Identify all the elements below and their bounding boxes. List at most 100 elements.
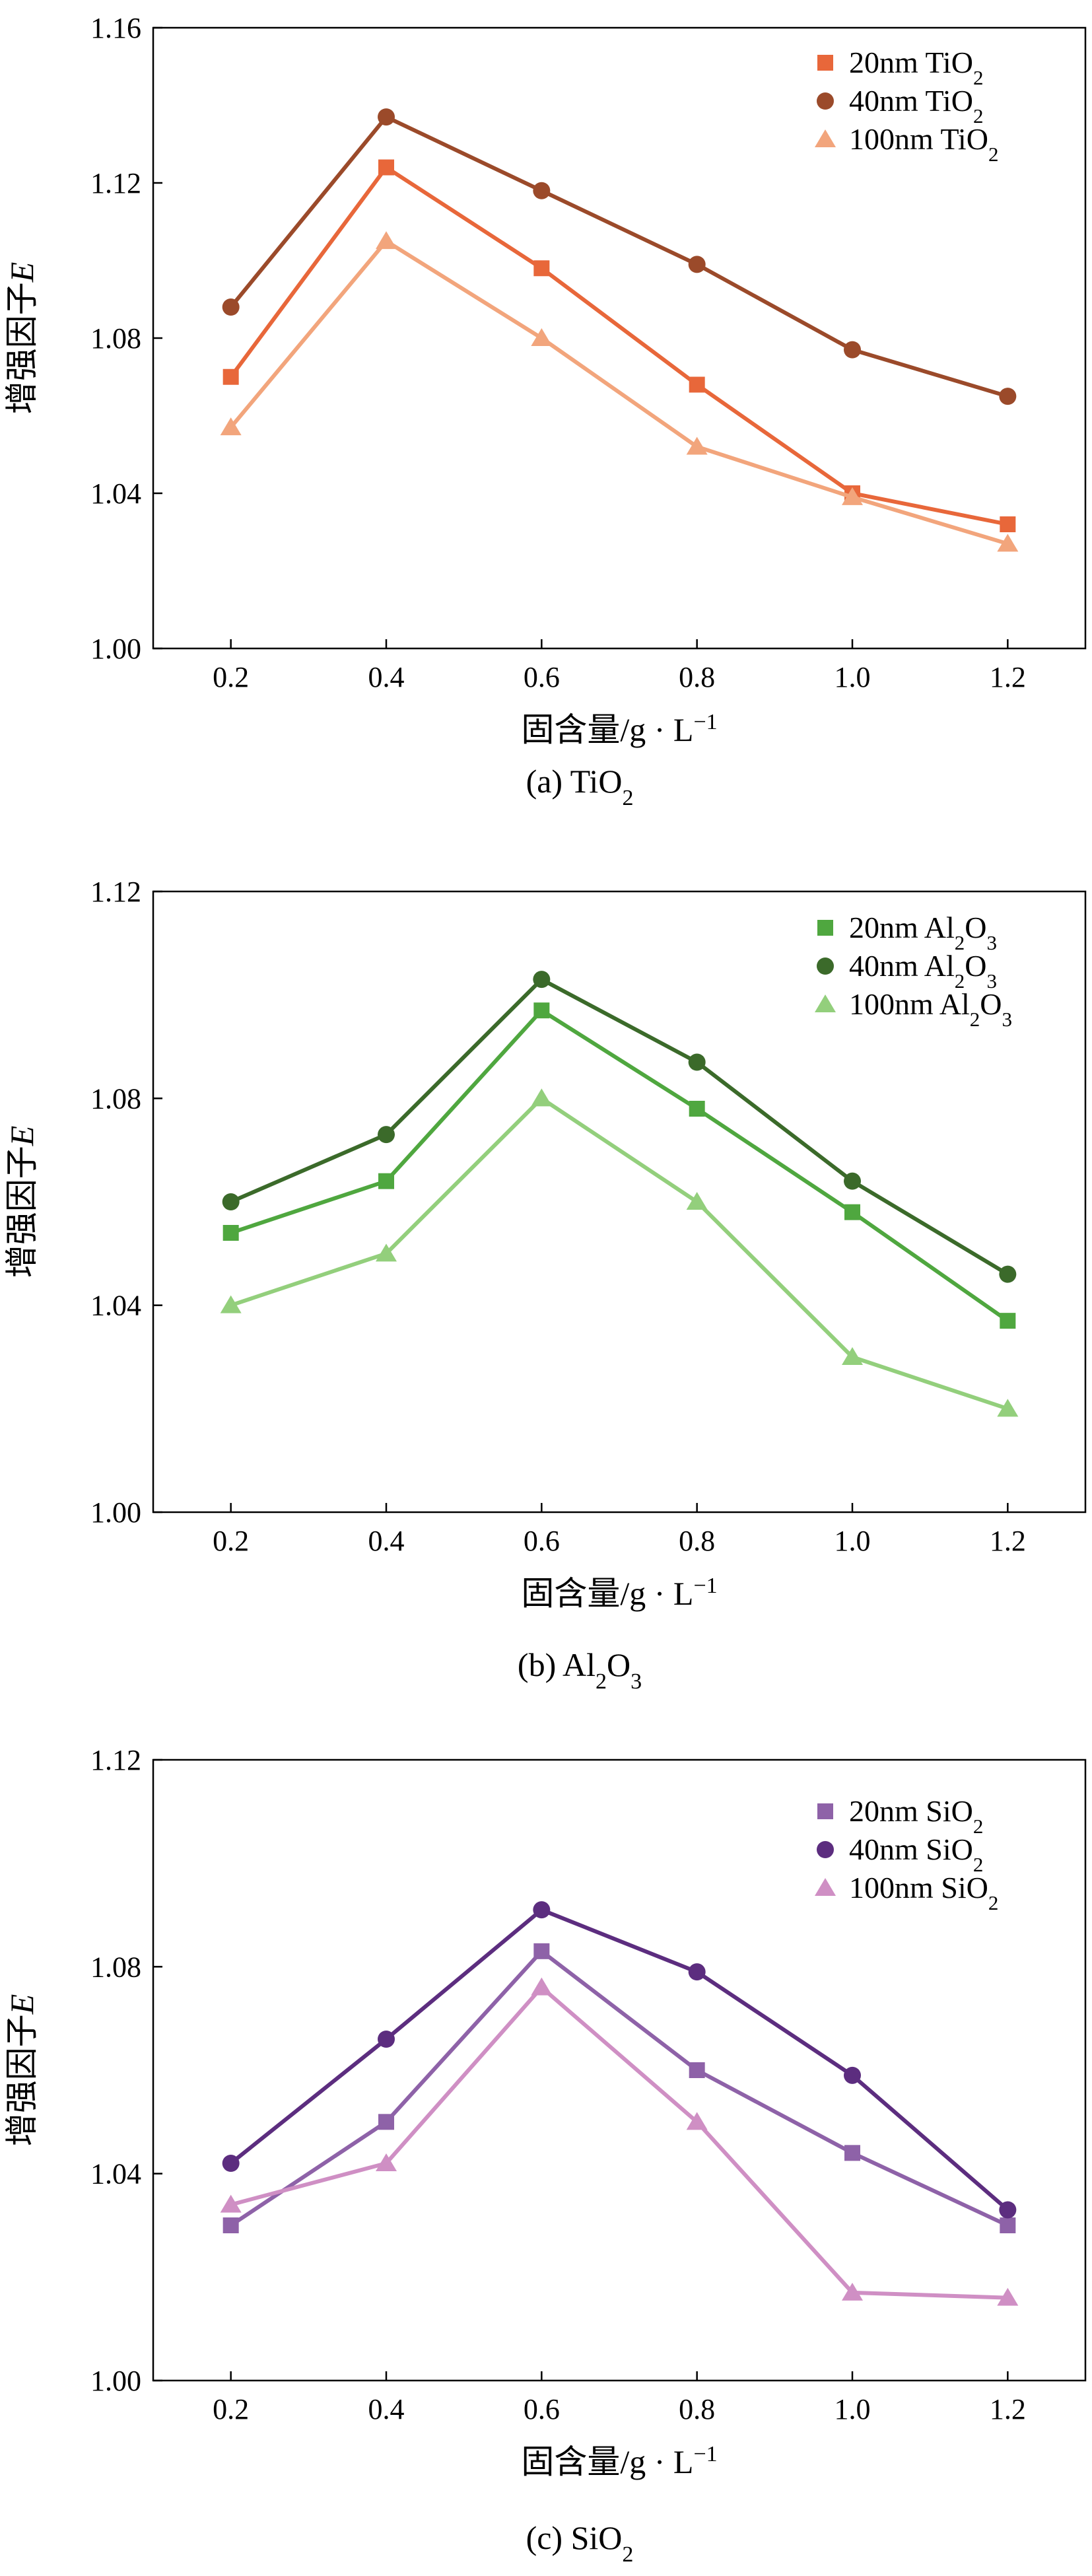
data-point	[688, 256, 706, 273]
y-axis-title: 增强因子E	[3, 1126, 40, 1278]
legend-marker	[817, 92, 834, 110]
series-line-0	[230, 1949, 1009, 2227]
data-point	[997, 1399, 1019, 1417]
y-axis-title: 增强因子E	[3, 1994, 40, 2147]
x-tick-label: 0.2	[213, 1525, 249, 1557]
series-line-1	[229, 115, 1009, 398]
x-axis-title: 固含量/g · L−1	[521, 1574, 717, 1613]
x-tick-label: 1.2	[990, 2393, 1026, 2425]
y-tick-label: 1.08	[90, 322, 141, 355]
y-tick-label: 1.12	[90, 167, 141, 199]
legend-marker	[815, 994, 836, 1012]
y-tick-label: 1.00	[90, 1496, 141, 1529]
data-point	[842, 2282, 863, 2301]
x-tick-label: 1.0	[835, 2393, 871, 2425]
data-point	[222, 1225, 239, 1241]
legend-label: 20nm Al2O3	[849, 911, 997, 954]
y-tick-label: 1.00	[90, 633, 141, 665]
data-point	[220, 1295, 242, 1313]
data-point	[222, 1193, 240, 1210]
data-point	[1000, 1313, 1016, 1329]
data-point	[689, 376, 705, 393]
data-point	[844, 1172, 861, 1190]
x-tick-label: 1.2	[990, 661, 1026, 693]
legend-marker	[817, 1841, 834, 1858]
legend-label: 100nm TiO2	[849, 122, 998, 166]
plot-frame	[152, 1758, 1087, 2382]
legend-label: 40nm SiO2	[849, 1832, 983, 1876]
data-point	[222, 368, 239, 385]
y-axis-title: 增强因子E	[3, 262, 40, 415]
data-point	[222, 298, 240, 316]
data-point	[376, 2153, 397, 2171]
x-tick-label: 0.6	[524, 1525, 560, 1557]
data-point	[222, 2217, 239, 2233]
x-axis-title: 固含量/g · L−1	[521, 2442, 717, 2481]
legend-marker	[817, 1803, 833, 1819]
data-point	[842, 1347, 863, 1365]
data-point	[686, 1192, 708, 1210]
data-point	[689, 1101, 705, 1117]
data-point	[999, 1265, 1017, 1283]
legend-marker	[815, 1878, 836, 1896]
data-point	[686, 2112, 708, 2130]
x-tick-label: 0.8	[679, 1525, 715, 1557]
data-point	[533, 182, 551, 199]
y-tick-label: 1.08	[90, 1082, 141, 1115]
data-point	[220, 417, 242, 436]
data-point	[688, 1963, 706, 1981]
data-point	[844, 2066, 861, 2084]
data-point	[688, 1053, 706, 1071]
x-tick-label: 0.2	[213, 2393, 249, 2425]
y-tick-label: 1.12	[90, 876, 141, 908]
data-point	[844, 1204, 860, 1220]
chart-panel-2: 1.00 1.04 1.08 1.12 0.2 0.4 0.6 0.8 1.0 1.2 固含量/g …	[3, 1744, 1087, 2567]
data-point	[378, 1126, 395, 1144]
y-tick-label: 1.16	[90, 12, 141, 44]
data-point	[531, 1977, 553, 1996]
x-tick-label: 1.0	[835, 661, 871, 693]
data-point	[533, 1901, 551, 1919]
series-line-1	[229, 1908, 1009, 2211]
chart-panel-1: 1.00 1.04 1.08 1.12 0.2 0.4 0.6 0.8 1.0 1.2 固含量/g …	[3, 876, 1087, 1694]
y-tick-label: 1.08	[90, 1951, 141, 1983]
data-point	[531, 1088, 553, 1107]
data-point	[378, 1173, 394, 1189]
data-point	[1000, 2217, 1016, 2233]
data-point	[378, 2114, 394, 2130]
data-point	[533, 1943, 550, 1959]
series-line-2	[230, 1985, 1008, 2300]
data-point	[689, 2062, 705, 2078]
legend-marker	[817, 920, 833, 936]
x-tick-label: 0.2	[213, 661, 249, 693]
legend-marker	[815, 129, 836, 147]
x-tick-label: 0.8	[679, 661, 715, 693]
data-point	[378, 2031, 395, 2048]
series-line-0	[230, 1008, 1009, 1323]
data-point	[997, 534, 1019, 552]
data-point	[842, 487, 863, 505]
x-tick-label: 0.6	[524, 661, 560, 693]
legend-marker	[817, 55, 833, 71]
y-tick-label: 1.12	[90, 1744, 141, 1776]
series-line-0	[229, 165, 1008, 526]
y-tick-label: 1.00	[90, 2365, 141, 2397]
panel-caption: (c) SiO2	[526, 2519, 634, 2567]
x-tick-label: 0.4	[368, 661, 405, 693]
legend-label: 20nm TiO2	[849, 46, 983, 89]
y-tick-label: 1.04	[90, 1290, 141, 1322]
panel-caption: (a) TiO2	[526, 763, 634, 810]
data-point	[533, 1002, 550, 1019]
series-line-2	[230, 1096, 1009, 1411]
data-point	[220, 2194, 242, 2213]
data-point	[844, 341, 861, 359]
data-point	[533, 260, 550, 277]
legend-label: 40nm Al2O3	[849, 949, 997, 992]
x-axis-title: 固含量/g · L−1	[521, 710, 717, 749]
x-tick-label: 0.4	[368, 2393, 405, 2425]
data-point	[997, 2287, 1019, 2306]
